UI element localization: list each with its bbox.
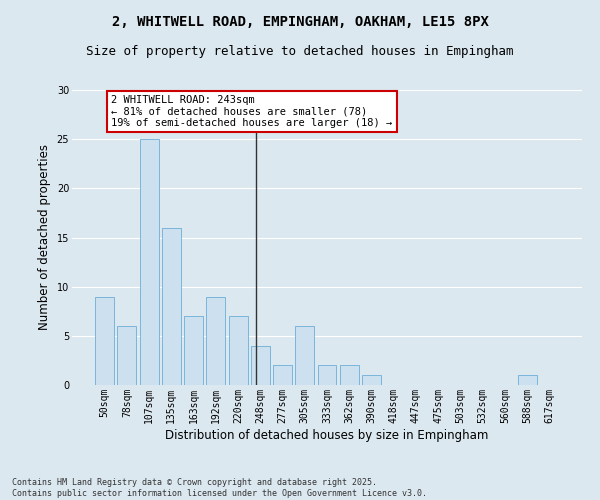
Bar — [162, 228, 181, 385]
Text: Contains HM Land Registry data © Crown copyright and database right 2025.
Contai: Contains HM Land Registry data © Crown c… — [12, 478, 427, 498]
Bar — [140, 139, 158, 385]
Bar — [295, 326, 314, 385]
Bar — [273, 366, 292, 385]
X-axis label: Distribution of detached houses by size in Empingham: Distribution of detached houses by size … — [166, 428, 488, 442]
Bar — [317, 366, 337, 385]
Bar — [518, 375, 536, 385]
Text: 2 WHITWELL ROAD: 243sqm
← 81% of detached houses are smaller (78)
19% of semi-de: 2 WHITWELL ROAD: 243sqm ← 81% of detache… — [112, 95, 392, 128]
Bar — [251, 346, 270, 385]
Bar — [229, 316, 248, 385]
Y-axis label: Number of detached properties: Number of detached properties — [38, 144, 51, 330]
Bar — [184, 316, 203, 385]
Text: 2, WHITWELL ROAD, EMPINGHAM, OAKHAM, LE15 8PX: 2, WHITWELL ROAD, EMPINGHAM, OAKHAM, LE1… — [112, 15, 488, 29]
Bar — [340, 366, 359, 385]
Bar — [206, 296, 225, 385]
Bar — [118, 326, 136, 385]
Text: Size of property relative to detached houses in Empingham: Size of property relative to detached ho… — [86, 45, 514, 58]
Bar — [362, 375, 381, 385]
Bar — [95, 296, 114, 385]
